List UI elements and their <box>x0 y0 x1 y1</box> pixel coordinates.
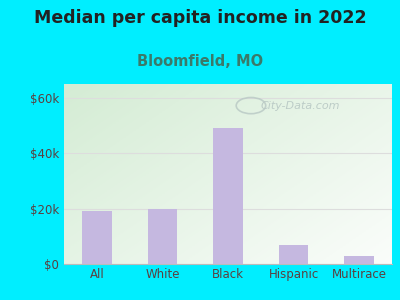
Text: Bloomfield, MO: Bloomfield, MO <box>137 54 263 69</box>
Bar <box>344 256 374 264</box>
Text: Median per capita income in 2022: Median per capita income in 2022 <box>34 9 366 27</box>
Bar <box>279 244 308 264</box>
Bar <box>213 128 243 264</box>
Text: City-Data.com: City-Data.com <box>261 100 340 111</box>
Bar <box>82 212 112 264</box>
Bar <box>148 208 177 264</box>
